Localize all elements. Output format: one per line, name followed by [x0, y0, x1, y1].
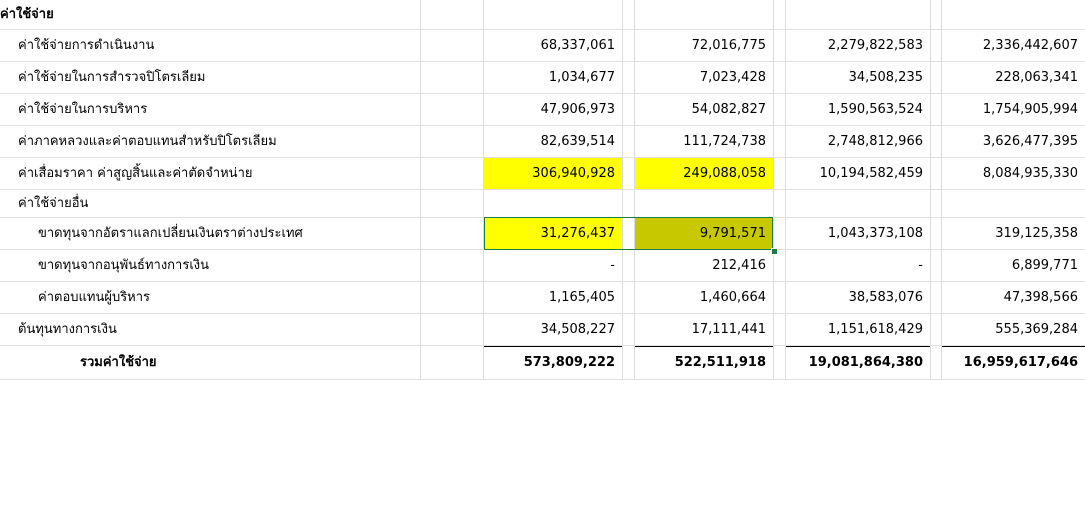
value-cell[interactable]: 10,194,582,459: [819, 166, 923, 181]
row-label-cell[interactable]: ค่าใช้จ่ายการดำเนินงาน: [18, 38, 155, 53]
total-top-border: [484, 346, 622, 347]
table-row: ค่าตอบแทนผู้บริหาร 1,165,405 1,460,664 3…: [0, 282, 1085, 314]
section-header-cell[interactable]: ค่าใช้จ่าย: [0, 7, 54, 22]
row-label-cell[interactable]: ขาดทุนจากอัตราแลกเปลี่ยนเงินตราต่างประเท…: [38, 226, 303, 241]
row-label-cell[interactable]: ค่าใช้จ่ายในการสำรวจปิโตรเลียม: [18, 70, 206, 85]
row-label-cell[interactable]: ค่าใช้จ่ายในการบริหาร: [18, 102, 148, 117]
value-cell[interactable]: 17,111,441: [691, 322, 766, 337]
value-cell[interactable]: 82,639,514: [540, 134, 615, 149]
gridline: [941, 0, 942, 380]
table-row: ค่าใช้จ่ายในการบริหาร 47,906,973 54,082,…: [0, 94, 1085, 126]
value-cell[interactable]: 1,165,405: [548, 290, 615, 305]
table-row: ค่าใช้จ่ายในการสำรวจปิโตรเลียม 1,034,677…: [0, 62, 1085, 94]
value-cell[interactable]: 555,369,284: [995, 322, 1078, 337]
value-cell[interactable]: 47,398,566: [1003, 290, 1078, 305]
gridline: [930, 0, 931, 380]
value-cell[interactable]: 228,063,341: [995, 70, 1078, 85]
total-label-cell[interactable]: รวมค่าใช้จ่าย: [80, 355, 157, 370]
value-cell[interactable]: -: [610, 258, 615, 273]
value-cell[interactable]: 47,906,973: [540, 102, 615, 117]
row-label-cell[interactable]: ขาดทุนจากอนุพันธ์ทางการเงิน: [38, 258, 210, 273]
gridline: [773, 0, 774, 380]
value-cell[interactable]: 68,337,061: [540, 38, 615, 53]
table-row-header: ค่าใช้จ่าย: [0, 0, 1085, 30]
value-cell[interactable]: 1,460,664: [699, 290, 766, 305]
value-cell[interactable]: 7,023,428: [699, 70, 766, 85]
value-cell[interactable]: 2,748,812,966: [827, 134, 923, 149]
value-cell[interactable]: 54,082,827: [691, 102, 766, 117]
value-cell-selected[interactable]: 9,791,571: [635, 218, 773, 249]
value-cell[interactable]: 212,416: [712, 258, 766, 273]
value-cell-highlighted[interactable]: 31,276,437: [484, 218, 622, 249]
value-cell[interactable]: 72,016,775: [691, 38, 766, 53]
total-value-cell[interactable]: 16,959,617,646: [963, 355, 1078, 370]
value-cell-highlighted[interactable]: 249,088,058: [635, 158, 773, 189]
value-cell[interactable]: 8,084,935,330: [982, 166, 1078, 181]
total-value-cell[interactable]: 19,081,864,380: [808, 355, 923, 370]
total-top-border: [942, 346, 1085, 347]
value-cell[interactable]: 1,151,618,429: [827, 322, 923, 337]
table-row: ค่าใช้จ่ายการดำเนินงาน 68,337,061 72,016…: [0, 30, 1085, 62]
value-cell[interactable]: 6,899,771: [1011, 258, 1078, 273]
row-label-cell[interactable]: ต้นทุนทางการเงิน: [18, 322, 117, 337]
value-cell[interactable]: 1,043,373,108: [827, 226, 923, 241]
row-label-cell[interactable]: ค่าตอบแทนผู้บริหาร: [38, 290, 151, 305]
table-row: ค่าเสื่อมราคา ค่าสูญสิ้นและค่าตัดจำหน่าย…: [0, 158, 1085, 190]
value-cell[interactable]: 1,590,563,524: [827, 102, 923, 117]
total-top-border: [635, 346, 773, 347]
row-label-cell[interactable]: ค่าภาคหลวงและค่าตอบแทนสำหรับปิโตรเลียม: [18, 134, 277, 149]
value-cell[interactable]: 34,508,235: [848, 70, 923, 85]
total-top-border: [786, 346, 930, 347]
value-cell[interactable]: 111,724,738: [683, 134, 766, 149]
table-row: ค่าใช้จ่ายอื่น: [0, 190, 1085, 218]
value-cell[interactable]: 3,626,477,395: [982, 134, 1078, 149]
gridline: [622, 0, 623, 380]
gridline: [634, 0, 635, 380]
table-row: ค่าภาคหลวงและค่าตอบแทนสำหรับปิโตรเลียม 8…: [0, 126, 1085, 158]
table-row: ต้นทุนทางการเงิน 34,508,227 17,111,441 1…: [0, 314, 1085, 346]
total-value-cell[interactable]: 573,809,222: [523, 355, 615, 370]
table-row: ขาดทุนจากอัตราแลกเปลี่ยนเงินตราต่างประเท…: [0, 218, 1085, 250]
row-label-cell[interactable]: ค่าใช้จ่ายอื่น: [18, 196, 89, 211]
value-cell[interactable]: 38,583,076: [848, 290, 923, 305]
value-cell[interactable]: 319,125,358: [995, 226, 1078, 241]
row-label-cell[interactable]: ค่าเสื่อมราคา ค่าสูญสิ้นและค่าตัดจำหน่าย: [18, 166, 253, 181]
gridline: [785, 0, 786, 380]
value-cell[interactable]: 2,279,822,583: [827, 38, 923, 53]
fill-handle[interactable]: [771, 248, 778, 255]
gridline: [420, 0, 421, 380]
value-cell[interactable]: 2,336,442,607: [982, 38, 1078, 53]
table-row-total: รวมค่าใช้จ่าย 573,809,222 522,511,918 19…: [0, 347, 1085, 380]
value-cell[interactable]: 1,034,677: [548, 70, 615, 85]
value-cell[interactable]: 34,508,227: [540, 322, 615, 337]
value-cell[interactable]: -: [918, 258, 923, 273]
value-cell-highlighted[interactable]: 306,940,928: [484, 158, 622, 189]
total-value-cell[interactable]: 522,511,918: [674, 355, 766, 370]
gridline: [483, 0, 484, 380]
value-cell[interactable]: 1,754,905,994: [982, 102, 1078, 117]
table-row: ขาดทุนจากอนุพันธ์ทางการเงิน - 212,416 - …: [0, 250, 1085, 282]
